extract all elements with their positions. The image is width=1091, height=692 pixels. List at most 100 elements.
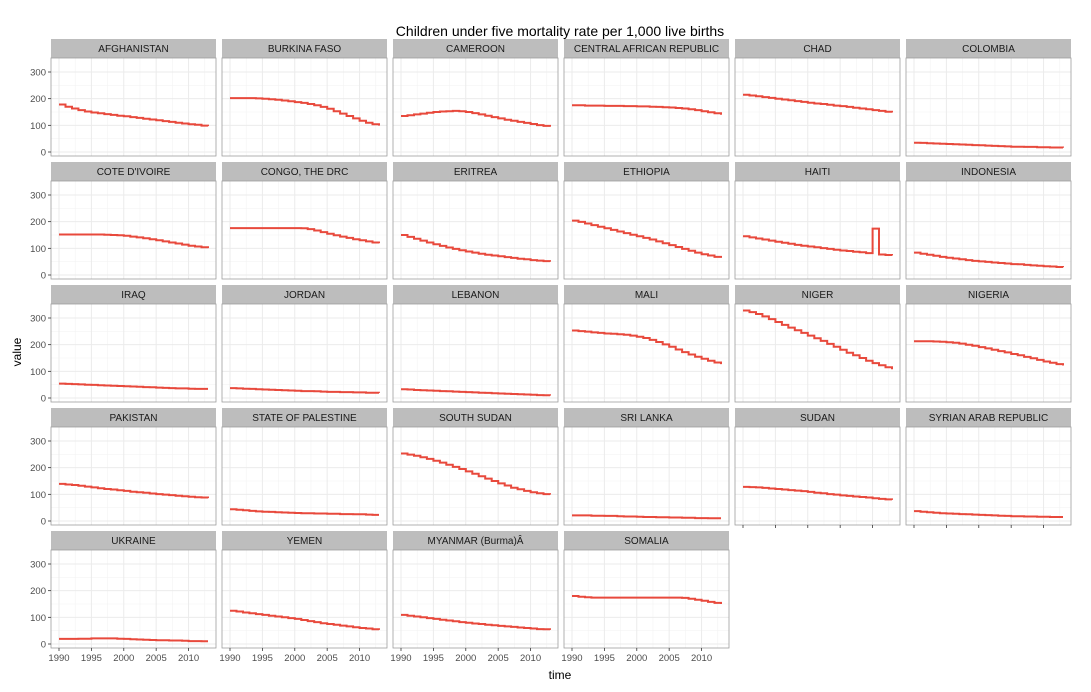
y-tick-label: 300 bbox=[30, 437, 46, 448]
panel-border bbox=[905, 57, 1072, 157]
facet-strip-label: COTE D'IVOIRE bbox=[97, 167, 171, 178]
series-line bbox=[230, 508, 379, 516]
x-tick-label: 1995 bbox=[594, 653, 615, 664]
panel-border bbox=[563, 426, 730, 526]
panel-border bbox=[50, 180, 217, 280]
panel-border bbox=[905, 180, 1072, 280]
facet-panel: YEMEN 1990 1995 2000 2005 2010 bbox=[219, 531, 388, 664]
facet-strip-label: IRAQ bbox=[121, 290, 146, 301]
plot-area bbox=[393, 181, 558, 279]
series-line bbox=[743, 485, 893, 501]
panel-border bbox=[734, 57, 901, 157]
x-tick-label: 2000 bbox=[113, 653, 134, 664]
facet-strip bbox=[906, 408, 1071, 427]
facet-strip-label: PAKISTAN bbox=[110, 413, 158, 424]
facet-strip bbox=[564, 39, 729, 58]
x-tick-label: 2005 bbox=[317, 653, 338, 664]
panel-border bbox=[50, 57, 217, 157]
facet-strip-label: CONGO, THE DRC bbox=[261, 167, 349, 178]
x-tick-label: 1990 bbox=[390, 653, 411, 664]
facet-strip bbox=[735, 39, 900, 58]
facet-panel: COTE D'IVOIRE 0 100 200 300 bbox=[30, 162, 217, 282]
facet-strip-label: HAITI bbox=[805, 167, 831, 178]
facet-strip-label: STATE OF PALESTINE bbox=[252, 413, 357, 424]
y-tick-label: 300 bbox=[30, 68, 46, 79]
y-tick-label: 0 bbox=[41, 640, 46, 651]
facet-strip bbox=[51, 285, 216, 304]
plot-area bbox=[735, 427, 900, 525]
plot-area bbox=[564, 427, 729, 525]
facet-panel: CHAD bbox=[734, 39, 901, 157]
x-tick-label: 2000 bbox=[284, 653, 305, 664]
facet-strip-label: NIGER bbox=[802, 290, 834, 301]
series-line bbox=[59, 482, 209, 499]
x-tick-label: 1995 bbox=[252, 653, 273, 664]
facet-panel: MALI bbox=[563, 285, 730, 403]
series-line bbox=[401, 452, 551, 496]
facet-panel: BURKINA FASO bbox=[221, 39, 388, 157]
facet-strip bbox=[222, 162, 387, 181]
facet-strip-label: SOMALIA bbox=[624, 536, 669, 547]
x-tick-label: 1995 bbox=[423, 653, 444, 664]
series-line bbox=[914, 141, 1064, 149]
x-tick-label: 2010 bbox=[520, 653, 541, 664]
y-tick-label: 100 bbox=[30, 490, 46, 501]
facet-strip-label: SUDAN bbox=[800, 413, 835, 424]
facet-strip bbox=[906, 162, 1071, 181]
x-tick-label: 2005 bbox=[146, 653, 167, 664]
panel-border bbox=[221, 180, 388, 280]
panel-border bbox=[563, 549, 730, 649]
series-line bbox=[230, 609, 380, 631]
plot-area bbox=[735, 58, 900, 156]
panel-border bbox=[392, 303, 559, 403]
x-tick-label: 2005 bbox=[488, 653, 509, 664]
plot-area bbox=[222, 550, 387, 648]
facet-panel: SOUTH SUDAN bbox=[392, 408, 559, 526]
x-tick-label: 2005 bbox=[659, 653, 680, 664]
x-tick-label: 2010 bbox=[178, 653, 199, 664]
y-tick-label: 300 bbox=[30, 191, 46, 202]
facet-strip bbox=[564, 162, 729, 181]
panel-border bbox=[221, 426, 388, 526]
facet-panel: INDONESIA bbox=[905, 162, 1072, 280]
x-tick-label: 2000 bbox=[626, 653, 647, 664]
facet-panel: SUDAN bbox=[734, 408, 901, 528]
facet-panel: JORDAN bbox=[221, 285, 388, 403]
y-tick-label: 100 bbox=[30, 121, 46, 132]
facet-strip bbox=[222, 408, 387, 427]
series-line bbox=[230, 97, 380, 126]
plot-area bbox=[222, 181, 387, 279]
series-line bbox=[401, 613, 551, 631]
plot-area bbox=[906, 427, 1071, 525]
facet-strip-label: LEBANON bbox=[452, 290, 500, 301]
facet-strip bbox=[222, 39, 387, 58]
panel-border bbox=[563, 303, 730, 403]
y-tick-label: 0 bbox=[41, 394, 46, 405]
y-tick-label: 200 bbox=[30, 586, 46, 597]
facet-strip bbox=[735, 408, 900, 427]
plot-area bbox=[393, 304, 558, 402]
facet-panel: ERITREA bbox=[392, 162, 559, 280]
facet-panel: SOMALIA 1990 1995 2000 2005 2010 bbox=[561, 531, 730, 664]
plot-area bbox=[222, 58, 387, 156]
panel-border bbox=[221, 549, 388, 649]
series-line bbox=[59, 103, 209, 127]
series-line bbox=[914, 510, 1063, 518]
facet-strip bbox=[393, 408, 558, 427]
facet-strip bbox=[735, 162, 900, 181]
facet-panel: NIGER bbox=[734, 285, 901, 403]
series-line bbox=[401, 234, 551, 263]
facet-strip-label: SOUTH SUDAN bbox=[439, 413, 512, 424]
y-tick-label: 0 bbox=[41, 148, 46, 159]
y-tick-label: 100 bbox=[30, 613, 46, 624]
plot-area bbox=[564, 304, 729, 402]
series-line bbox=[572, 329, 722, 365]
y-tick-label: 0 bbox=[41, 517, 46, 528]
facet-strip bbox=[564, 285, 729, 304]
plot-area bbox=[564, 181, 729, 279]
panel-border bbox=[563, 57, 730, 157]
panel-border bbox=[392, 426, 559, 526]
facet-strip bbox=[51, 531, 216, 550]
series-line bbox=[230, 387, 380, 394]
